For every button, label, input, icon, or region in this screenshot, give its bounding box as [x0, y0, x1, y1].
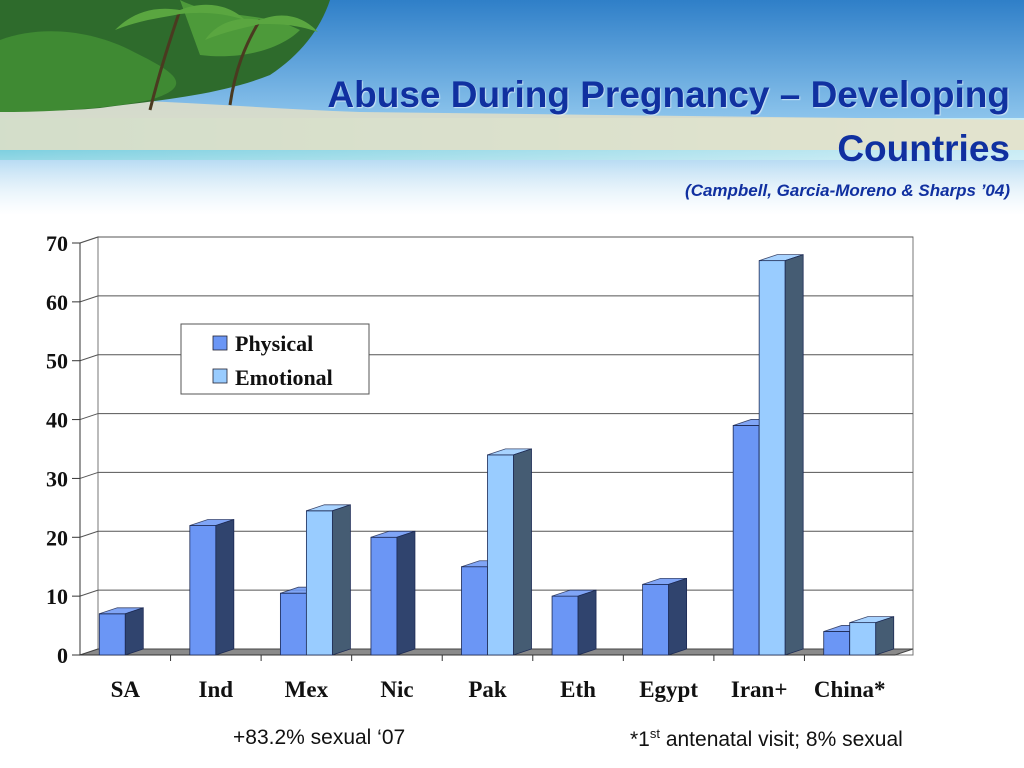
y-tick-label: 70	[46, 231, 68, 256]
y-gridline-side	[79, 236, 99, 244]
y-tick-label: 0	[57, 643, 68, 668]
y-tick-label: 30	[46, 466, 68, 491]
footnote-left: +83.2% sexual ‘07	[233, 726, 406, 749]
legend-label-physical: Physical	[235, 331, 313, 356]
x-tick-label: Nic	[380, 677, 413, 702]
y-tick-label: 20	[46, 525, 68, 550]
y-gridline-side	[79, 295, 99, 303]
y-gridline-side	[79, 413, 99, 421]
x-tick-label: Ind	[199, 677, 234, 702]
y-tick-label: 50	[46, 349, 68, 374]
x-tick-label: Mex	[285, 677, 329, 702]
bar-emotional-iran	[758, 254, 804, 656]
y-gridline-side	[79, 589, 99, 597]
y-gridline-side	[79, 530, 99, 538]
bar-emotional-mex	[305, 504, 351, 656]
bar-physical-egypt	[642, 577, 688, 656]
footnote-right-superscript: st	[649, 726, 660, 741]
x-tick-label: China*	[814, 677, 886, 702]
beach-banner-image	[0, 0, 1024, 215]
legend-label-emotional: Emotional	[235, 365, 333, 390]
footnote-right-suffix: antenatal visit; 8% sexual	[659, 728, 903, 751]
x-tick-label: Iran+	[731, 677, 788, 702]
chart-labels: 0 10 20 30 40 50 60 70 SA Ind Mex Nic Pak Eth Egypt Ira…	[46, 231, 886, 702]
y-gridline-side	[79, 354, 99, 362]
y-tick-label: 60	[46, 290, 68, 315]
x-tick-label: SA	[111, 677, 141, 702]
chart-side-wall	[79, 236, 99, 656]
footnote-right: *1st antenatal visit; 8% sexual	[630, 726, 903, 752]
y-gridline-side	[79, 471, 99, 479]
bar-physical-nic	[370, 530, 416, 656]
legend-swatch-emotional	[212, 368, 228, 384]
chart-bars	[98, 254, 895, 656]
x-tick-label: Pak	[468, 677, 507, 702]
bar-emotional-china	[849, 616, 895, 656]
y-tick-label: 10	[46, 584, 68, 609]
bar-physical-ind	[189, 518, 235, 656]
footnote-right-prefix: *1	[630, 728, 650, 751]
legend-swatch-physical	[212, 335, 228, 351]
bar-physical-eth	[551, 589, 597, 656]
slide-title-line2: Countries	[837, 128, 1010, 169]
x-tick-label: Eth	[560, 677, 596, 702]
bar-emotional-pak	[487, 448, 532, 656]
chart-legend: Physical Emotional	[180, 323, 370, 395]
slide-title-line1: Abuse During Pregnancy – Developing	[327, 74, 1010, 115]
bar-physical-sa	[98, 607, 144, 656]
bar-chart: 0 10 20 30 40 50 60 70 SA Ind Mex Nic Pak Eth Egypt Ira…	[46, 231, 914, 702]
x-tick-label: Egypt	[639, 677, 698, 702]
slide-subtitle: (Campbell, Garcia-Moreno & Sharps ’04)	[685, 181, 1010, 200]
y-tick-label: 40	[46, 408, 68, 433]
